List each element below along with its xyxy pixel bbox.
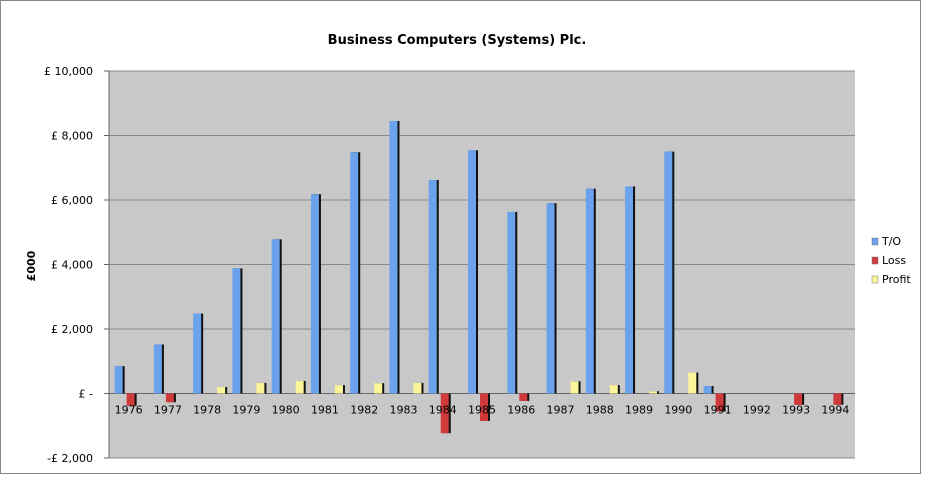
legend-label: Loss [882,254,906,267]
x-tick-label: 1989 [625,404,653,417]
bar-to [310,194,319,394]
bar-profit [649,391,658,394]
x-tick-label: 1992 [743,404,771,417]
x-tick-label: 1977 [154,404,182,417]
x-tick-label: 1976 [115,404,143,417]
bar-to [114,366,123,394]
x-tick-label: 1991 [704,404,732,417]
bar-to [153,344,162,394]
x-tick-label: 1983 [389,404,417,417]
y-axis-label: £000 [25,250,38,281]
bar-to [625,186,634,394]
bar-to [271,239,280,394]
y-tick-label: -£ 2,000 [47,452,93,465]
x-tick-label: 1982 [350,404,378,417]
x-tick-label: 1990 [664,404,692,417]
bar-loss [519,393,528,401]
x-tick-label: 1994 [821,404,849,417]
legend-swatch [871,256,879,265]
x-tick-label: 1993 [782,404,810,417]
x-tick-label: 1978 [193,404,221,417]
y-tick-label: £ 4,000 [51,259,93,272]
bar-profit [609,385,618,394]
x-tick-label: 1981 [311,404,339,417]
bar-loss [833,393,842,405]
chart-title: Business Computers (Systems) Plc. [328,33,587,48]
bar-loss [165,393,174,403]
x-tick-label: 1979 [232,404,260,417]
x-tick-label: 1986 [507,404,535,417]
bar-to [232,268,241,394]
bar-to [507,211,516,394]
bar-loss [126,393,135,406]
x-tick-label: 1987 [547,404,575,417]
bar-to [546,203,555,394]
bar-loss [715,393,724,412]
x-tick-label: 1985 [468,404,496,417]
y-tick-label: £ 8,000 [51,130,93,143]
legend-swatch [871,237,879,246]
bar-profit [688,372,697,394]
bar-to [703,386,712,394]
y-tick-label: £ 6,000 [51,194,93,207]
bar-to [193,313,202,394]
bars [114,120,844,434]
bar-to [468,150,476,394]
bar-loss [480,393,488,421]
bar-profit [334,385,343,394]
bar-profit [217,387,226,394]
bar-to [585,188,594,394]
x-tick-label: 1984 [429,404,457,417]
bar-to [389,120,398,394]
x-tick-label: 1980 [272,404,300,417]
bar-profit [374,383,383,394]
bar-to [350,152,359,394]
legend-label: Profit [882,273,911,286]
bar-profit [295,380,304,394]
x-tick-label: 1988 [586,404,614,417]
bar-loss [794,393,803,405]
bar-profit [413,382,422,394]
bar-to [428,180,437,394]
bar-profit [570,381,579,394]
bar-to [664,151,673,394]
y-tick-label: £ 2,000 [51,323,93,336]
bar-profit [256,382,265,394]
x-axis-ticks: 1976 1977 1978 1979 1980 1981 1982 1983 1984 1985… [115,404,850,417]
y-axis-ticks: £ 10,000 £ 8,000 £ 6,000 £ 4,000 £ 2,000 £ - -… [44,65,855,465]
y-tick-label: £ 10,000 [44,65,93,78]
bar-loss [440,393,449,434]
legend-label: T/O [881,235,901,248]
legend-swatch [871,275,879,284]
legend: T/O Loss Profit [871,235,911,286]
y-tick-label: £ - [79,388,93,401]
